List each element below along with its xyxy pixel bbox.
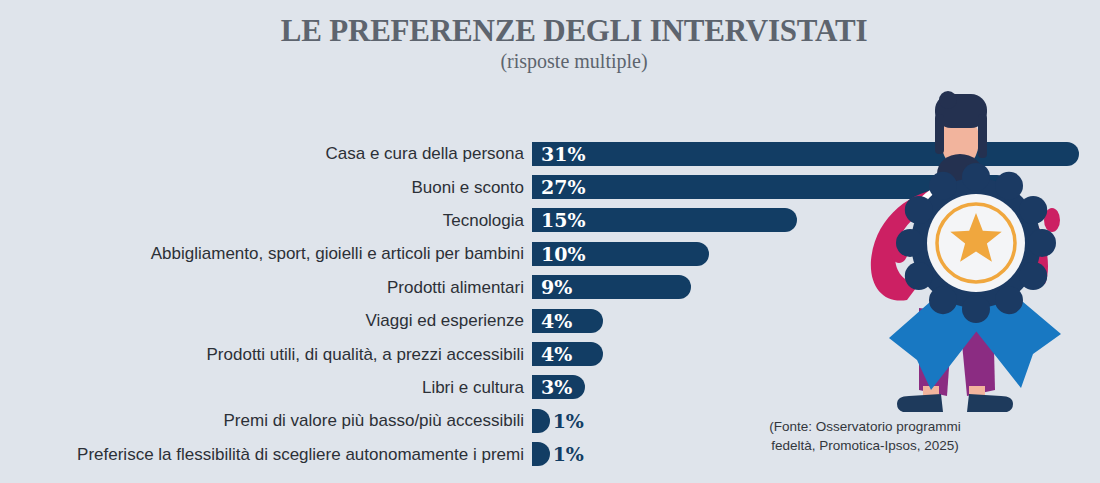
- bar-area: 4%: [532, 342, 603, 366]
- man-holding-award-badge-illustration: [855, 88, 1075, 428]
- source-line-2: fedeltà, Promotica-Ipsos, 2025): [740, 437, 990, 456]
- hair-quiff: [939, 91, 957, 109]
- bar-area: 9%: [532, 275, 691, 299]
- chart-title: LE PREFERENZE DEGLI INTERVISTATI: [48, 14, 1100, 48]
- value-bar: 4%: [532, 309, 603, 333]
- value-bar: 3%: [532, 375, 585, 399]
- value-label: 3%: [532, 375, 572, 399]
- value-label: 1%: [553, 409, 584, 433]
- category-label: Tecnologia: [0, 212, 524, 229]
- bar-area: 1%: [532, 409, 584, 433]
- value-label: 4%: [532, 309, 572, 333]
- hair-side-right: [978, 114, 987, 158]
- value-label: 27%: [532, 175, 586, 199]
- value-label: 10%: [532, 242, 586, 266]
- value-bar: 4%: [532, 342, 603, 366]
- bar-area: 10%: [532, 242, 709, 266]
- bar-area: 1%: [532, 442, 584, 466]
- value-label: 15%: [532, 208, 586, 232]
- value-bar: [532, 442, 550, 466]
- category-label: Prodotti utili, di qualità, a prezzi acc…: [0, 346, 524, 363]
- value-bar: 10%: [532, 242, 709, 266]
- category-label: Abbigliamento, sport, gioielli e articol…: [0, 245, 524, 262]
- value-label: 4%: [532, 342, 572, 366]
- value-bar: 15%: [532, 208, 797, 232]
- right-shoe: [967, 394, 1013, 412]
- category-label: Casa e cura della persona: [0, 145, 524, 162]
- category-label: Libri e cultura: [0, 379, 524, 396]
- chart-header: LE PREFERENZE DEGLI INTERVISTATI (rispos…: [0, 14, 1100, 72]
- category-label: Viaggi ed esperienze: [0, 312, 524, 329]
- value-label: 1%: [553, 442, 584, 466]
- chart-subtitle: (risposte multiple): [48, 50, 1100, 72]
- value-bar: [532, 409, 550, 433]
- value-bar: 9%: [532, 275, 691, 299]
- category-label: Prodotti alimentari: [0, 279, 524, 296]
- category-label: Buoni e sconto: [0, 179, 524, 196]
- bar-area: 4%: [532, 309, 603, 333]
- value-label: 9%: [532, 275, 572, 299]
- bar-area: 15%: [532, 208, 797, 232]
- infographic: LE PREFERENZE DEGLI INTERVISTATI (rispos…: [0, 0, 1100, 483]
- left-shoe: [897, 394, 943, 412]
- value-label: 31%: [532, 142, 586, 166]
- category-label: Preferisce la flessibilità di scegliere …: [0, 446, 524, 463]
- category-label: Premi di valore più basso/più accessibil…: [0, 412, 524, 429]
- award-badge: [896, 163, 1056, 323]
- hair-side-left: [935, 114, 944, 154]
- bar-area: 3%: [532, 375, 585, 399]
